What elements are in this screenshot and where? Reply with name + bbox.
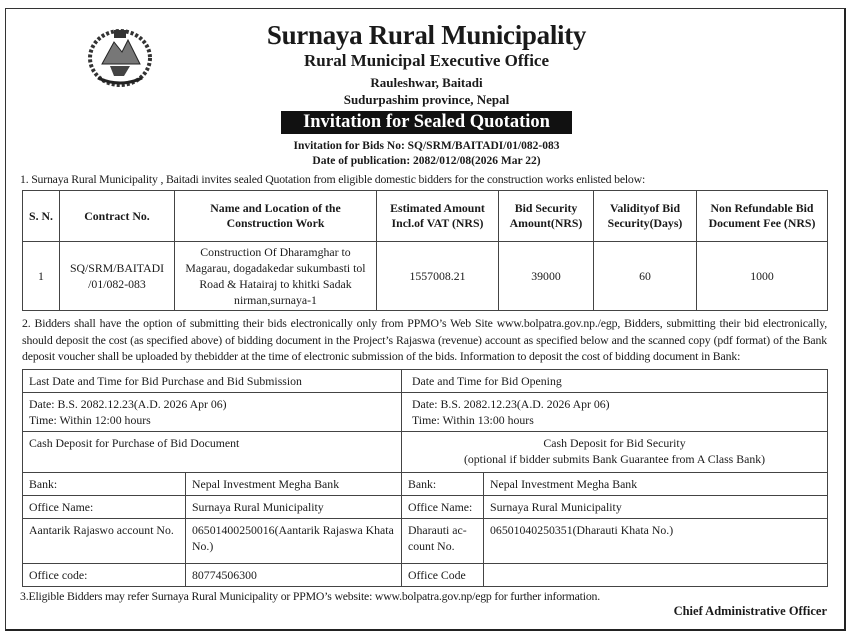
bid-number: Invitation for Bids No: SQ/SRM/BAITADI/0…	[293, 140, 560, 152]
security-title: Cash Deposit for Bid Security	[543, 436, 686, 450]
doc-account-value: 06501400250016(Aantarik Rajaswa Khata No…	[184, 518, 403, 564]
cell-sn: 1	[22, 241, 60, 311]
cell-contract-no: SQ/SRM/BAITADI /01/082-083	[59, 241, 175, 311]
works-table: S. N. Contract No. Name and Location of …	[22, 190, 828, 311]
opening-date: Date: B.S. 2082.12.23(A.D. 2026 Apr 06)	[412, 397, 610, 411]
doc-deposit-title: Cash Deposit for Purchase of Bid Documen…	[21, 431, 403, 473]
cell-validity: 60	[593, 241, 697, 311]
document-frame	[5, 8, 846, 631]
table-row: Office code: 80774506300 Office Code	[22, 563, 829, 587]
security-deposit-title: Cash Deposit for Bid Security (optional …	[401, 431, 829, 473]
table-header-row: S. N. Contract No. Name and Location of …	[22, 190, 828, 242]
opening-datetime: Date: B.S. 2082.12.23(A.D. 2026 Apr 06) …	[401, 392, 829, 432]
bank-details-table: Last Date and Time for Bid Purchase and …	[21, 369, 829, 587]
doc-code-value: 80774506300	[184, 563, 403, 587]
header-work-name: Name and Location of the Construction Wo…	[174, 190, 377, 242]
header-estimated-amount: Estimated Amount Incl.of VAT (NRS)	[376, 190, 499, 242]
paragraph-1: 1. Surnaya Rural Municipality , Baitadi …	[20, 172, 646, 186]
doc-office-label: Office Name:	[22, 495, 186, 519]
sec-code-value	[483, 563, 829, 587]
sec-office-label: Office Name:	[401, 495, 485, 519]
header-document-fee: Non Refundable Bid Document Fee (NRS)	[696, 190, 828, 242]
schedule-value-row: Date: B.S. 2082.12.23(A.D. 2026 Apr 06) …	[21, 392, 829, 432]
doc-office-value: Surnaya Rural Municipality	[184, 495, 403, 519]
security-note: (optional if bidder submits Bank Guarant…	[463, 452, 766, 466]
publication-date: Date of publication: 2082/012/08(2026 Ma…	[312, 155, 541, 167]
nepal-emblem-icon	[84, 26, 156, 88]
signatory: Chief Administrative Officer	[673, 604, 827, 618]
municipality-title: Surnaya Rural Municipality	[266, 20, 587, 50]
table-row: 1 SQ/SRM/BAITADI /01/082-083 Constructio…	[22, 241, 828, 311]
cell-bid-security: 39000	[498, 241, 594, 311]
sec-office-value: Surnaya Rural Municipality	[483, 495, 829, 519]
paragraph-3: 3.Eligible Bidders may refer Surnaya Rur…	[20, 589, 600, 603]
header-sn: S. N.	[22, 190, 60, 242]
submission-date: Date: B.S. 2082.12.23(A.D. 2026 Apr 06)	[29, 397, 227, 411]
cell-work-name: Construction Of Dharamghar to Magarau, d…	[174, 241, 377, 311]
table-row: Aantarik Rajaswo account No. 06501400250…	[22, 518, 829, 564]
doc-code-label: Office code:	[22, 563, 186, 587]
notice-banner: Invitation for Sealed Quotation	[281, 111, 572, 134]
schedule-label-row: Last Date and Time for Bid Purchase and …	[21, 369, 829, 393]
header-bid-security: Bid Security Amount(NRS)	[498, 190, 594, 242]
paragraph-2: 2. Bidders shall have the option of subm…	[22, 316, 827, 363]
office-name: Rural Municipal Executive Office	[303, 51, 550, 70]
sec-bank-label: Bank:	[401, 472, 485, 496]
sec-account-label: Dharauti ac-count No.	[401, 518, 485, 564]
doc-bank-value: Nepal Investment Megha Bank	[184, 472, 403, 496]
submission-time: Time: Within 12:00 hours	[29, 413, 151, 427]
address: Rauleshwar, Baitadi	[370, 75, 483, 90]
opening-label: Date and Time for Bid Opening	[401, 369, 829, 393]
opening-time: Time: Within 13:00 hours	[412, 413, 534, 427]
province: Sudurpashim province, Nepal	[343, 92, 510, 107]
header-contract-no: Contract No.	[59, 190, 175, 242]
table-row: Office Name: Surnaya Rural Municipality …	[22, 495, 829, 519]
doc-account-label: Aantarik Rajaswo account No.	[22, 518, 186, 564]
sec-bank-value: Nepal Investment Megha Bank	[483, 472, 829, 496]
deposit-title-row: Cash Deposit for Purchase of Bid Documen…	[21, 431, 829, 473]
doc-bank-label: Bank:	[22, 472, 186, 496]
submission-datetime: Date: B.S. 2082.12.23(A.D. 2026 Apr 06) …	[21, 392, 403, 432]
sec-code-label: Office Code	[401, 563, 485, 587]
cell-estimated-amount: 1557008.21	[376, 241, 499, 311]
sec-account-value: 06501040250351(Dharauti Khata No.)	[483, 518, 829, 564]
cell-document-fee: 1000	[696, 241, 828, 311]
header-validity: Validityof Bid Security(Days)	[593, 190, 697, 242]
table-row: Bank: Nepal Investment Megha Bank Bank: …	[22, 472, 829, 496]
submission-label: Last Date and Time for Bid Purchase and …	[21, 369, 402, 393]
